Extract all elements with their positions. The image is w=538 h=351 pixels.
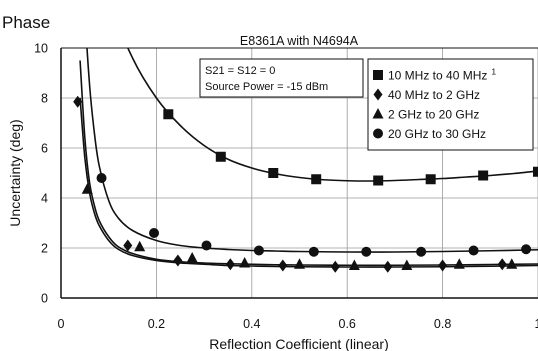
data-point-diamond [73, 95, 83, 108]
y-tick-label: 4 [41, 192, 48, 206]
annotation-border [199, 58, 364, 98]
x-tick-label: 0.2 [148, 317, 165, 331]
x-tick-label: 0.6 [339, 317, 356, 331]
y-tick-label: 0 [41, 292, 48, 306]
series-markers [73, 95, 538, 273]
data-point-square [163, 109, 174, 120]
data-point-square [215, 151, 226, 162]
data-point-diamond [278, 259, 288, 272]
data-point-triangle [134, 240, 146, 252]
legend-label: 10 MHz to 40 MHz 1 [388, 67, 496, 83]
data-point-square [478, 170, 489, 181]
y-axis-label: Uncertainty (deg) [7, 119, 23, 226]
x-axis-label: Reflection Coefficient (linear) [209, 336, 389, 351]
x-tick-label: 0.4 [243, 317, 260, 331]
data-point-circle [253, 245, 264, 256]
legend-marker-square [373, 70, 383, 80]
legend-label: 2 GHz to 20 GHz [388, 108, 479, 122]
data-point-diamond [225, 258, 235, 271]
data-point-triangle [453, 258, 465, 269]
legend-marker-triangle [372, 108, 384, 119]
legend-label: 40 MHz to 2 GHz [388, 88, 480, 102]
y-tick-label: 8 [41, 92, 48, 106]
data-point-circle [468, 245, 479, 256]
data-point-square [425, 174, 436, 185]
data-point-triangle [506, 258, 518, 269]
data-point-triangle [239, 257, 251, 268]
data-point-diamond [330, 260, 340, 273]
data-point-diamond [438, 259, 448, 272]
data-point-circle [149, 228, 160, 238]
data-point-circle [201, 240, 212, 251]
axes: 0 2 4 6 8 10 0 0.2 0.4 0.6 0.8 1 [34, 42, 538, 331]
data-point-circle [416, 246, 427, 257]
data-point-square [533, 166, 538, 177]
data-point-triangle [401, 259, 413, 270]
data-point-square [373, 175, 384, 186]
x-tick-label: 0 [58, 317, 65, 331]
data-point-circle [361, 246, 372, 257]
legend: 10 MHz to 40 MHz 1 40 MHz to 2 GHz 2 GHz to… [367, 58, 534, 151]
legend-items: 10 MHz to 40 MHz 1 40 MHz to 2 GHz 2 GHz to… [372, 67, 496, 141]
data-point-diamond [123, 239, 133, 252]
annotation-line-2: Source Power = -15 dBm [205, 81, 328, 93]
legend-border [367, 58, 534, 151]
data-point-circle [521, 244, 532, 255]
data-point-square [268, 168, 279, 178]
annotation-line-1: S21 = S12 = 0 [205, 65, 275, 77]
legend-marker-diamond [373, 88, 383, 101]
data-point-triangle [186, 252, 198, 263]
x-tick-label: 1 [535, 317, 538, 331]
legend-marker-circle [373, 128, 383, 139]
data-point-triangle [294, 258, 305, 269]
series-line-circle [86, 48, 538, 253]
legend-label: 20 GHz to 30 GHz [388, 127, 486, 141]
data-point-diamond [383, 260, 393, 273]
x-tick-label: 0.8 [434, 317, 451, 331]
data-point-triangle [81, 183, 93, 194]
section-label: Phase [2, 13, 50, 32]
data-point-square [311, 174, 322, 185]
data-point-circle [308, 246, 319, 257]
series-line-square [126, 48, 538, 182]
data-point-diamond [497, 258, 507, 271]
data-point-diamond [173, 254, 183, 267]
data-point-triangle [348, 259, 360, 270]
chart-title: E8361A with N4694A [240, 34, 359, 48]
y-tick-label: 2 [41, 242, 48, 256]
data-point-circle [96, 173, 107, 183]
y-tick-label: 6 [41, 142, 48, 156]
y-tick-label: 10 [34, 42, 48, 56]
annotation-box: S21 = S12 = 0 Source Power = -15 dBm [199, 58, 364, 98]
legend-footnote-mark: 1 [491, 67, 496, 77]
